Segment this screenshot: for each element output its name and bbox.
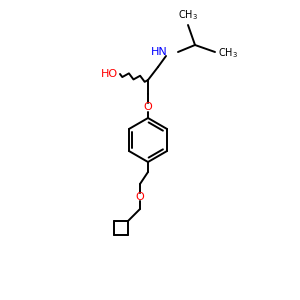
- Text: HO: HO: [101, 69, 118, 79]
- Text: O: O: [136, 192, 144, 202]
- Text: CH$_3$: CH$_3$: [218, 46, 238, 60]
- Text: HN: HN: [151, 47, 168, 57]
- Text: O: O: [144, 102, 152, 112]
- Text: CH$_3$: CH$_3$: [178, 8, 198, 22]
